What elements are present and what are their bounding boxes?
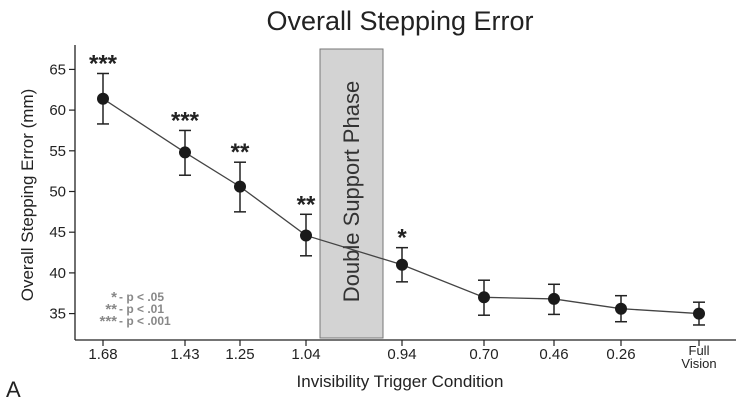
x-tick-label: 1.68 [88, 346, 117, 363]
x-tick-label-line: Vision [681, 356, 716, 371]
legend-stars: ** [105, 301, 117, 318]
data-point [548, 292, 560, 305]
significance-stars: *** [89, 50, 118, 77]
x-tick-label-line: 0.94 [387, 346, 416, 363]
significance-stars: ** [297, 191, 316, 218]
y-tick-label: 35 [49, 306, 66, 323]
x-tick-label-line: 0.70 [469, 346, 498, 363]
significance-stars: *** [171, 107, 200, 134]
x-tick-label-line: Full [689, 343, 710, 358]
x-tick-label: 1.04 [291, 346, 320, 363]
y-tick-label: 55 [49, 143, 66, 160]
x-tick-label-line: 1.04 [291, 346, 320, 363]
y-tick-label: 40 [49, 265, 66, 282]
legend-text: - p < .05 [119, 290, 164, 304]
legend-text: - p < .001 [119, 314, 171, 328]
data-point [396, 258, 408, 271]
x-tick-label: Full Vision [681, 343, 716, 371]
axes: 35 40 45 50 55 60 65 1.68 1.43 1.25 1.04 0.94 0.70 0.… [49, 45, 736, 371]
x-tick-label-line: 0.46 [539, 346, 568, 363]
double-support-band [319, 48, 384, 339]
x-tick-label: 0.26 [606, 346, 635, 363]
data-point [234, 180, 246, 193]
x-tick-label: 1.43 [170, 346, 199, 363]
data-point [97, 92, 109, 105]
significance-stars: ** [231, 139, 250, 166]
data-point [615, 302, 627, 315]
significance-stars: * [397, 225, 407, 252]
legend-stars: * [111, 289, 117, 306]
x-tick-label-line: 1.25 [225, 346, 254, 363]
y-tick-label: 65 [49, 61, 66, 78]
shaded-region-layer: Double Support Phase [319, 48, 384, 339]
y-tick-label: 60 [49, 102, 66, 119]
chart-title: Overall Stepping Error [266, 6, 533, 36]
x-tick-label: 0.70 [469, 346, 498, 363]
panel-label: A [6, 377, 21, 402]
data-point [478, 291, 490, 304]
x-axis-label: Invisibility Trigger Condition [297, 372, 504, 391]
legend-text: - p < .01 [119, 302, 164, 316]
x-tick-label: 0.94 [387, 346, 416, 363]
significance-legend: * - p < .05** - p < .01*** - p < .001 [99, 289, 171, 330]
x-tick-label-line: 1.43 [170, 346, 199, 363]
y-axis-label: Overall Stepping Error (mm) [18, 89, 37, 302]
data-point [300, 229, 312, 242]
data-series: *********** [89, 50, 705, 326]
x-tick-label: 0.46 [539, 346, 568, 363]
x-tick-label-line: 0.26 [606, 346, 635, 363]
x-tick-label: 1.25 [225, 346, 254, 363]
y-tick-label: 45 [49, 224, 66, 241]
data-point [179, 146, 191, 159]
y-tick-label: 50 [49, 184, 66, 201]
double-support-label: Double Support Phase [339, 81, 364, 302]
legend-stars: *** [99, 313, 117, 330]
x-tick-label-line: 1.68 [88, 346, 117, 363]
data-point [693, 307, 705, 320]
